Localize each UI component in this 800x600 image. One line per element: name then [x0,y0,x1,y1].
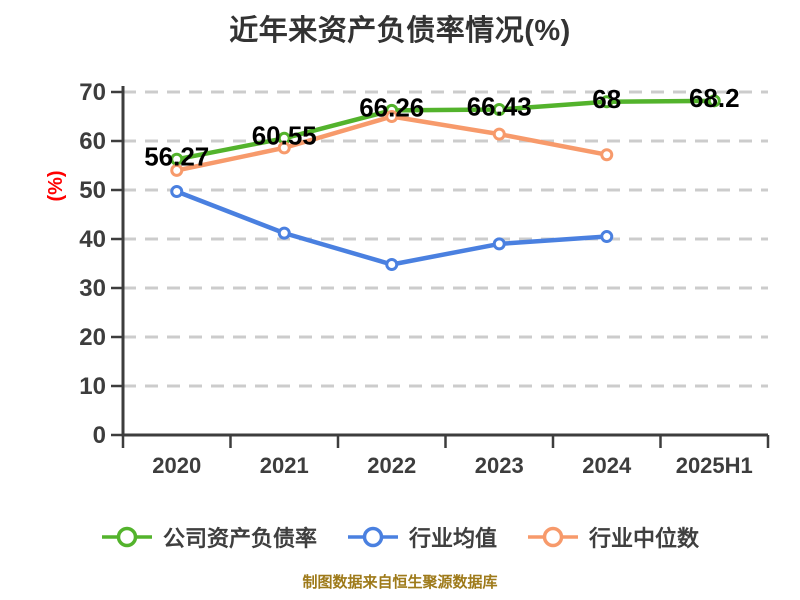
y-tick-label: 0 [93,422,106,449]
x-tick-label: 2025H1 [676,453,753,478]
industry-median-point [277,141,291,155]
y-tick-label: 40 [79,226,106,253]
y-tick-label: 10 [79,373,106,400]
x-tick-label: 2023 [475,453,524,478]
company-debt-ratio-point [600,95,614,109]
company-debt-ratio-point-label: 66.26 [359,92,424,122]
company-debt-ratio-point-label: 60.55 [252,120,317,150]
industry-mean-point [277,226,291,240]
plot-area: 0 10 20 30 40 50 60 70 2020 2021 2022 2023 2024 2025H… [45,79,770,478]
legend-label-company-debt-ratio: 公司资产负债率 [162,526,317,551]
company-debt-ratio-point [492,102,506,116]
industry-mean-line [174,189,609,267]
data-source-note: 制图数据来自恒生聚源数据库 [302,574,498,591]
legend-marker-company-debt-ratio-icon [101,526,152,548]
x-tick-label: 2021 [260,453,309,478]
legend-label-industry-median: 行业中位数 [589,526,700,551]
company-debt-ratio-line [174,98,717,162]
legend-item-industry-mean: 行业均值 [347,521,497,553]
legend-label-industry-mean: 行业均值 [408,526,497,551]
industry-median-point [492,127,506,141]
industry-median-line [174,114,609,173]
company-debt-ratio-point-label: 66.43 [467,91,532,121]
legend: 公司资产负债率 行业均值 行业中位数 [0,521,800,553]
legend-item-industry-median: 行业中位数 [527,521,699,553]
legend-marker-industry-median-icon [528,526,578,548]
company-debt-ratio-point-label: 68 [592,84,621,114]
legend-marker-industry-mean-icon [347,526,398,548]
y-axis-title: (%) [45,170,67,201]
industry-median-point [600,148,614,162]
industry-median-point [385,110,399,123]
chart-title: 近年来资产负债率情况(%) [229,15,571,47]
y-tick-label: 70 [79,79,106,106]
industry-mean-point [385,257,399,271]
company-debt-ratio-point [707,94,721,108]
x-tick-label: 2022 [367,453,416,478]
x-tick-label: 2020 [152,453,201,478]
industry-mean-point [600,230,614,244]
industry-mean-point [492,237,506,251]
legend-item-company-debt-ratio: 公司资产负债率 [101,521,317,553]
company-debt-ratio-point-label: 56.27 [144,141,209,171]
y-tick-label: 20 [79,324,106,351]
y-tick-label: 30 [79,275,106,302]
company-debt-ratio-point-label: 68.2 [689,83,740,113]
y-tick-label: 60 [79,128,106,155]
y-tick-label: 50 [79,177,106,204]
industry-mean-point [170,184,184,198]
industry-median-point [170,163,184,177]
x-tick-label: 2024 [582,453,632,478]
